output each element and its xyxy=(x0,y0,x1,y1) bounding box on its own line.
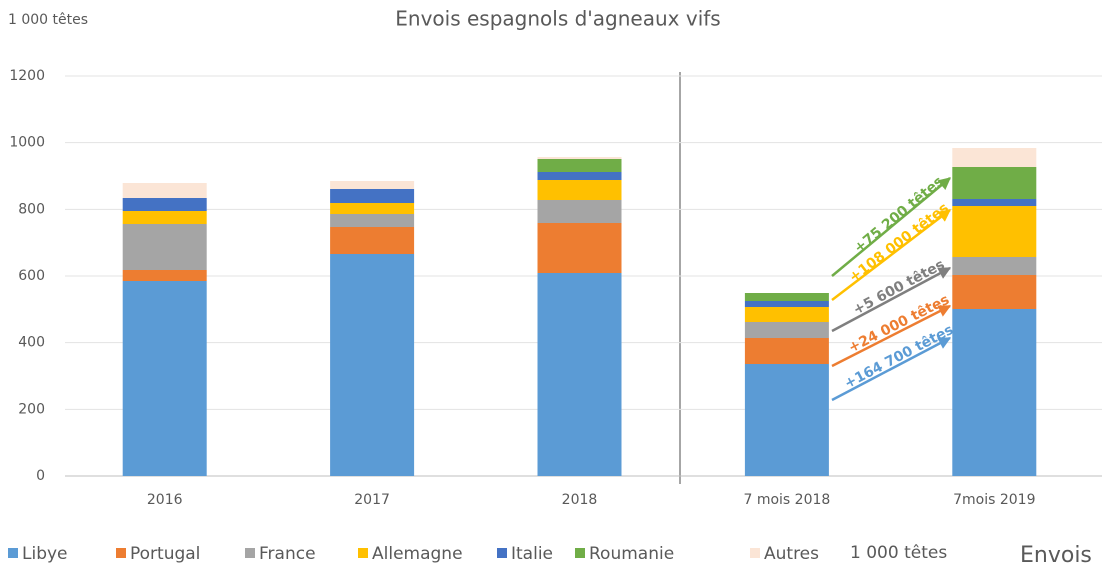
legend-label: Libye xyxy=(22,544,68,564)
bar-segment xyxy=(330,254,415,476)
bar-segment xyxy=(952,167,1037,199)
bar-segment xyxy=(330,181,415,189)
legend-swatch xyxy=(8,548,18,558)
y-tick-label: 0 xyxy=(36,468,45,484)
bar-segment xyxy=(537,157,622,159)
legend-extra: Envois xyxy=(1020,543,1092,568)
bar-segment xyxy=(952,275,1037,309)
x-tick-label: 2018 xyxy=(562,492,598,508)
bar-segment xyxy=(744,322,829,338)
bar-segment xyxy=(537,172,622,180)
bar-segment xyxy=(330,214,415,227)
legend-label: Roumanie xyxy=(589,544,674,564)
legend-unit: 1 000 têtes xyxy=(850,543,947,563)
y-tick-label: 800 xyxy=(18,201,45,217)
bar-segment xyxy=(122,198,207,211)
x-tick-label: 7 mois 2018 xyxy=(743,492,830,508)
bar-segment xyxy=(952,309,1037,476)
bar-segment xyxy=(952,206,1037,257)
legend-label: Portugal xyxy=(130,544,200,564)
annotation-arrow xyxy=(831,304,952,368)
annotation-arrow xyxy=(831,336,952,402)
bar-segment xyxy=(330,189,415,203)
bar-segment xyxy=(122,270,207,281)
bar-segment xyxy=(952,257,1037,275)
bar-segment xyxy=(122,224,207,270)
y-tick-label: 1200 xyxy=(9,68,45,84)
legend-label: Allemagne xyxy=(372,544,463,564)
bar-segment xyxy=(744,293,829,301)
legend-swatch xyxy=(245,548,255,558)
y-tick-label: 400 xyxy=(18,335,45,351)
legend-swatch xyxy=(358,548,368,558)
bar-segment xyxy=(330,203,415,214)
bar-segment xyxy=(537,200,622,223)
bar-segment xyxy=(952,148,1037,167)
bar-segment xyxy=(744,301,829,307)
bar-segment xyxy=(122,211,207,224)
legend-swatch xyxy=(497,548,507,558)
legend-label: Autres xyxy=(764,544,819,564)
chart-title: Envois espagnols d'agneaux vifs xyxy=(395,7,720,31)
bar-segment xyxy=(122,183,207,198)
bar-segment xyxy=(537,159,622,172)
y-axis-unit: 1 000 têtes xyxy=(8,12,88,28)
bar-segment xyxy=(744,338,829,364)
bar-segment xyxy=(122,281,207,476)
x-tick-label: 2017 xyxy=(354,492,390,508)
bar-segment xyxy=(537,273,622,476)
bar-segment xyxy=(744,307,829,322)
legend-label: France xyxy=(259,544,316,564)
legend-swatch xyxy=(575,548,585,558)
y-tick-label: 200 xyxy=(18,401,45,417)
bar-segment xyxy=(330,227,415,254)
annotation-arrow xyxy=(831,177,951,277)
y-tick-label: 600 xyxy=(18,268,45,284)
bar-segment xyxy=(744,364,829,476)
bar-segment xyxy=(952,199,1037,206)
annotation-arrow xyxy=(831,266,952,333)
bar-segment xyxy=(537,180,622,200)
x-tick-label: 7mois 2019 xyxy=(953,492,1035,508)
legend-swatch xyxy=(116,548,126,558)
annotation-arrow xyxy=(831,209,951,301)
legend-swatch xyxy=(750,548,760,558)
x-tick-label: 2016 xyxy=(147,492,183,508)
y-tick-label: 1000 xyxy=(9,135,45,151)
bar-segment xyxy=(537,223,622,273)
legend-label: Italie xyxy=(511,544,553,564)
